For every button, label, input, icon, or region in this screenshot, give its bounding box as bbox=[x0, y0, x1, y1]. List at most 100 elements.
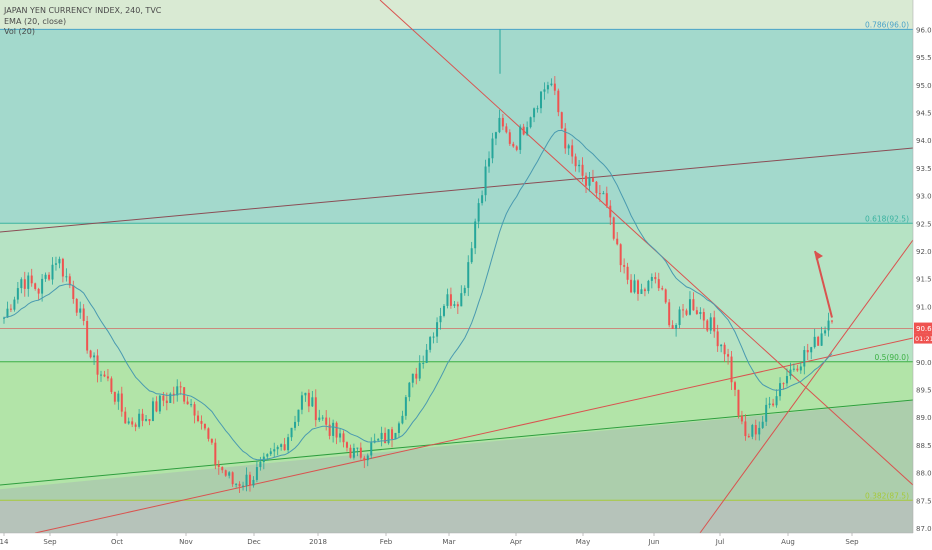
candle bbox=[203, 423, 206, 431]
candle bbox=[429, 335, 432, 353]
candle bbox=[591, 169, 594, 182]
candle bbox=[827, 312, 830, 337]
candle bbox=[23, 271, 26, 297]
candle bbox=[120, 386, 123, 417]
candle bbox=[391, 426, 394, 448]
candle bbox=[588, 172, 591, 192]
y-tick-label: 95.5 bbox=[916, 54, 932, 62]
y-tick-label: 94.0 bbox=[916, 137, 932, 145]
downtrend-line bbox=[379, 0, 914, 486]
y-tick-label: 94.5 bbox=[916, 110, 932, 118]
candle bbox=[716, 324, 719, 352]
candle bbox=[6, 301, 9, 318]
candle bbox=[533, 107, 536, 123]
current-price-text: 90.6 bbox=[916, 325, 932, 333]
volume-indicator-label[interactable]: Vol (20) bbox=[4, 27, 35, 36]
candle bbox=[643, 287, 646, 297]
candle bbox=[366, 453, 369, 467]
candle bbox=[356, 447, 359, 457]
candle bbox=[190, 398, 193, 408]
candle bbox=[138, 409, 141, 429]
candle bbox=[630, 274, 633, 294]
x-tick-label: Jun bbox=[648, 538, 660, 546]
projection-arrow bbox=[814, 250, 833, 318]
price-axis[interactable]: 87.087.588.088.589.089.590.090.591.091.5… bbox=[912, 0, 932, 550]
candle bbox=[321, 415, 324, 421]
candle bbox=[349, 444, 352, 459]
candle bbox=[290, 427, 293, 441]
candle bbox=[242, 481, 245, 491]
candle bbox=[633, 274, 636, 294]
candle bbox=[44, 272, 47, 282]
candle bbox=[325, 410, 328, 431]
candle bbox=[831, 319, 833, 324]
fib-band-0 bbox=[0, 0, 913, 30]
candle bbox=[65, 268, 68, 282]
candle bbox=[96, 349, 99, 383]
candle bbox=[54, 256, 57, 271]
time-axis[interactable]: 14 Sep Oct Nov Dec 2018 Feb Mar Apr May Jun Jul Aug S… bbox=[0, 532, 932, 550]
candle bbox=[214, 438, 217, 470]
candle bbox=[442, 304, 445, 318]
candle bbox=[772, 398, 775, 407]
candle bbox=[488, 151, 491, 173]
candle bbox=[668, 299, 671, 328]
candle bbox=[397, 421, 400, 438]
candle bbox=[117, 390, 120, 410]
candle bbox=[557, 88, 560, 117]
candle bbox=[16, 281, 19, 304]
candle bbox=[585, 172, 588, 194]
candle bbox=[571, 139, 574, 164]
candle bbox=[359, 442, 362, 460]
fib-band-2 bbox=[0, 223, 913, 362]
candle bbox=[727, 348, 730, 365]
ema-indicator-label[interactable]: EMA (20, close) bbox=[4, 16, 67, 26]
candle bbox=[380, 426, 383, 447]
candle bbox=[352, 443, 355, 460]
x-tick-label: Mar bbox=[442, 538, 455, 546]
candle bbox=[9, 304, 12, 313]
candle bbox=[169, 392, 172, 404]
candle bbox=[100, 370, 103, 382]
candle bbox=[713, 310, 716, 338]
candle bbox=[179, 381, 182, 395]
x-tick-label: 2018 bbox=[309, 538, 327, 546]
candle bbox=[775, 389, 778, 408]
candle bbox=[761, 416, 764, 430]
candle bbox=[803, 346, 806, 375]
candle bbox=[269, 447, 272, 457]
candle bbox=[148, 419, 151, 426]
candle bbox=[699, 307, 702, 320]
candle bbox=[155, 396, 158, 413]
candle bbox=[526, 121, 529, 136]
candle bbox=[820, 326, 823, 346]
candle bbox=[806, 343, 809, 361]
candle bbox=[37, 287, 40, 300]
candle bbox=[318, 409, 321, 422]
candlestick-series bbox=[3, 29, 833, 493]
candle bbox=[709, 313, 712, 334]
candle bbox=[127, 417, 130, 425]
candle bbox=[505, 123, 508, 134]
candle bbox=[671, 320, 674, 329]
x-tick-label: Nov bbox=[179, 538, 193, 546]
candle bbox=[27, 272, 30, 297]
candle bbox=[494, 131, 497, 146]
candle bbox=[560, 111, 563, 130]
candle bbox=[539, 91, 542, 114]
candle bbox=[422, 355, 425, 369]
candle bbox=[151, 397, 154, 422]
fib-level-lines: 0.786(96.0) 0.618(92.5) 0.5(90.0) 0.382(87.… bbox=[0, 20, 913, 501]
candle bbox=[345, 441, 348, 452]
candle bbox=[248, 471, 251, 492]
candle bbox=[401, 410, 404, 425]
candle bbox=[224, 469, 227, 477]
candle bbox=[810, 346, 813, 360]
y-tick-label: 95.0 bbox=[916, 82, 932, 90]
candle bbox=[307, 389, 310, 413]
countdown-badge bbox=[914, 333, 932, 344]
candle bbox=[782, 382, 785, 390]
symbol-title[interactable]: JAPAN YEN CURRENCY INDEX, 240, TVC bbox=[4, 6, 162, 15]
candle bbox=[124, 407, 127, 424]
